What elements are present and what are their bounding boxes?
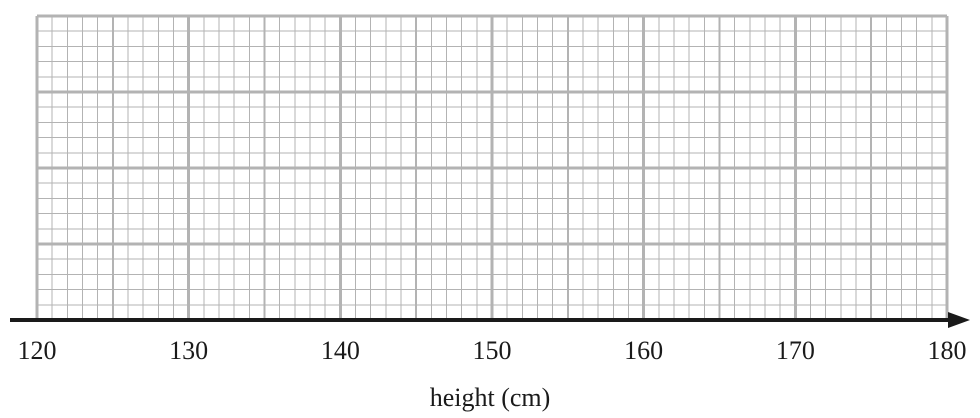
x-tick-label: 180: [928, 336, 967, 365]
x-tick-label: 150: [473, 336, 512, 365]
grid: [35, 14, 949, 322]
x-axis-title: height (cm): [430, 383, 551, 412]
x-tick-label: 130: [169, 336, 208, 365]
x-axis-arrowhead: [948, 312, 970, 328]
x-tick-label: 120: [18, 336, 57, 365]
x-axis: [10, 312, 970, 328]
x-tick-label: 140: [321, 336, 360, 365]
x-tick-label: 170: [776, 336, 815, 365]
x-tick-labels: 120 130 140 150 160 170 180: [18, 336, 967, 365]
x-tick-label: 160: [624, 336, 663, 365]
